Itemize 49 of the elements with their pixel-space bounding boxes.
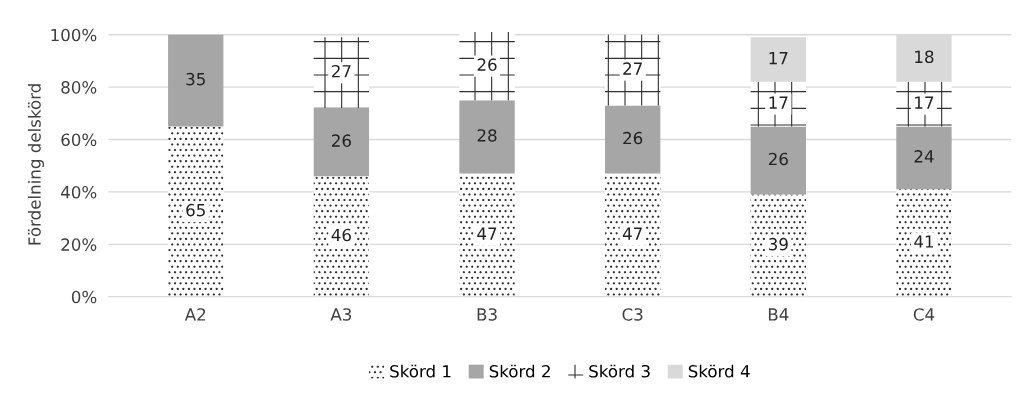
- legend-label: Skörd 2: [489, 364, 550, 378]
- bar: [896, 126, 952, 190]
- bar: [896, 189, 952, 297]
- data-label: 35: [186, 72, 205, 86]
- y-tick-label: 40%: [61, 185, 97, 199]
- data-label: 47: [622, 227, 642, 240]
- data-label: 17: [769, 52, 788, 65]
- bar: [459, 32, 515, 101]
- bar: [750, 194, 806, 297]
- x-tick-label: A2: [184, 308, 206, 321]
- data-label: 41: [914, 235, 934, 248]
- data-label: 26: [477, 58, 497, 71]
- bar: [605, 105, 661, 174]
- x-tick-label: C4: [913, 308, 935, 321]
- data-label: 17: [769, 96, 788, 109]
- y-tick-label: 100%: [51, 28, 97, 42]
- data-label: 18: [915, 50, 934, 64]
- data-label: 47: [477, 227, 497, 240]
- data-label: 27: [623, 62, 642, 75]
- bar: [168, 126, 224, 297]
- bar: [605, 173, 661, 297]
- data-label: 46: [331, 228, 351, 242]
- data-label: 27: [332, 64, 351, 78]
- data-label: 24: [914, 150, 934, 163]
- data-label: 26: [623, 131, 643, 145]
- data-label: 26: [332, 134, 351, 147]
- data-label: 26: [768, 152, 788, 166]
- y-tick-label: 20%: [61, 238, 97, 251]
- bar: [313, 37, 370, 109]
- bar: [459, 173, 515, 297]
- y-tick-label: 0%: [71, 290, 97, 304]
- bar: [459, 100, 515, 174]
- x-tick-label: A3: [330, 308, 352, 321]
- data-label: 39: [768, 237, 788, 251]
- y-tick-label: 60%: [61, 133, 97, 147]
- data-label: 65: [186, 203, 205, 217]
- data-label: 28: [477, 129, 497, 142]
- data-label: 17: [915, 96, 934, 109]
- legend-label: Skörd 4: [688, 364, 750, 378]
- y-tick-label: 80%: [61, 81, 97, 94]
- y-axis-title: Fördelning delskörd: [27, 84, 45, 245]
- legend-label: Skörd 3: [589, 364, 650, 378]
- legend-label: Skörd 1: [390, 364, 451, 378]
- bar: [313, 176, 370, 297]
- x-tick-label: B3: [477, 308, 497, 321]
- bar: [168, 34, 224, 127]
- x-tick-label: B4: [768, 308, 789, 321]
- bar: [750, 126, 806, 195]
- x-tick-label: C3: [622, 308, 643, 321]
